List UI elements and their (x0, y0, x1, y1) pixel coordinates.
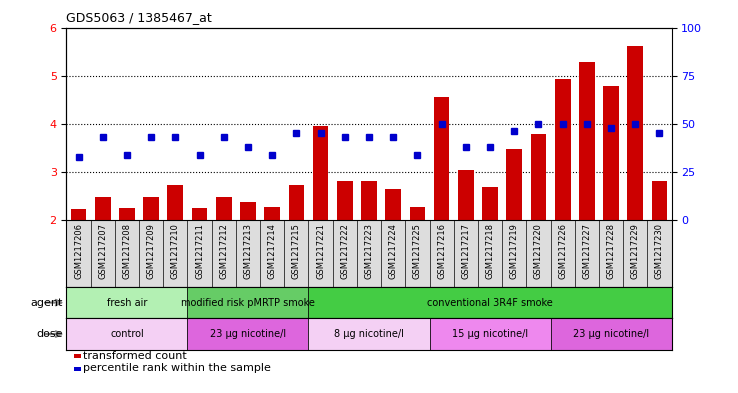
Bar (555, 79, 570, 220)
Bar (66, 287, 187, 318)
Text: 8 µg nicotine/l: 8 µg nicotine/l (334, 329, 404, 339)
Bar (337, 181, 353, 220)
Text: GSM1217212: GSM1217212 (219, 223, 228, 279)
Text: modified risk pMRTP smoke: modified risk pMRTP smoke (181, 298, 315, 308)
Bar (603, 86, 619, 220)
Bar (430, 318, 551, 350)
Text: GSM1217219: GSM1217219 (510, 223, 519, 279)
Text: GSM1217211: GSM1217211 (195, 223, 204, 279)
Bar (385, 189, 401, 220)
Text: control: control (110, 329, 144, 339)
Text: GSM1217217: GSM1217217 (461, 223, 470, 279)
Bar (71, 209, 86, 220)
Bar (482, 187, 498, 220)
Text: percentile rank within the sample: percentile rank within the sample (83, 364, 271, 373)
Text: GSM1217207: GSM1217207 (98, 223, 107, 279)
Bar (289, 185, 304, 220)
Text: GSM1217221: GSM1217221 (316, 223, 325, 279)
Bar (313, 126, 328, 220)
Bar (216, 197, 232, 220)
Bar (264, 207, 280, 220)
Bar (168, 185, 183, 220)
Text: GSM1217218: GSM1217218 (486, 223, 494, 279)
Text: GDS5063 / 1385467_at: GDS5063 / 1385467_at (66, 11, 212, 24)
Bar (434, 97, 449, 220)
Text: GSM1217224: GSM1217224 (389, 223, 398, 279)
Text: GSM1217209: GSM1217209 (147, 223, 156, 279)
Text: agent: agent (30, 298, 63, 308)
Bar (551, 318, 672, 350)
Bar (95, 197, 111, 220)
Bar (308, 318, 430, 350)
Text: GSM1217213: GSM1217213 (244, 223, 252, 279)
Bar (531, 134, 546, 220)
Bar (308, 287, 672, 318)
Bar (187, 287, 308, 318)
Text: GSM1217222: GSM1217222 (340, 223, 349, 279)
Text: 23 µg nicotine/l: 23 µg nicotine/l (210, 329, 286, 339)
Text: GSM1217225: GSM1217225 (413, 223, 422, 279)
Text: GSM1217226: GSM1217226 (558, 223, 567, 279)
Text: fresh air: fresh air (107, 298, 147, 308)
Bar (119, 208, 135, 220)
Text: GSM1217229: GSM1217229 (631, 223, 640, 279)
Bar (192, 208, 207, 220)
Bar (627, 46, 643, 220)
Bar (66, 318, 187, 350)
Text: GSM1217210: GSM1217210 (171, 223, 180, 279)
Bar (506, 149, 522, 220)
Text: GSM1217215: GSM1217215 (292, 223, 301, 279)
Text: GSM1217220: GSM1217220 (534, 223, 543, 279)
Text: GSM1217223: GSM1217223 (365, 223, 373, 279)
Bar (579, 62, 595, 220)
Text: 15 µg nicotine/l: 15 µg nicotine/l (452, 329, 528, 339)
Bar (458, 169, 474, 220)
Bar (240, 202, 256, 220)
Text: transformed count: transformed count (83, 351, 187, 361)
Text: GSM1217216: GSM1217216 (437, 223, 446, 279)
Bar (187, 318, 308, 350)
Text: GSM1217230: GSM1217230 (655, 223, 664, 279)
Bar (361, 181, 377, 220)
Text: GSM1217214: GSM1217214 (268, 223, 277, 279)
Bar (652, 181, 667, 220)
Text: 23 µg nicotine/l: 23 µg nicotine/l (573, 329, 649, 339)
Text: GSM1217227: GSM1217227 (582, 223, 591, 279)
Text: GSM1217208: GSM1217208 (123, 223, 131, 279)
Text: dose: dose (36, 329, 63, 339)
Text: GSM1217228: GSM1217228 (607, 223, 615, 279)
Bar (143, 197, 159, 220)
Bar (410, 207, 425, 220)
Text: conventional 3R4F smoke: conventional 3R4F smoke (427, 298, 553, 308)
Text: GSM1217206: GSM1217206 (74, 223, 83, 279)
